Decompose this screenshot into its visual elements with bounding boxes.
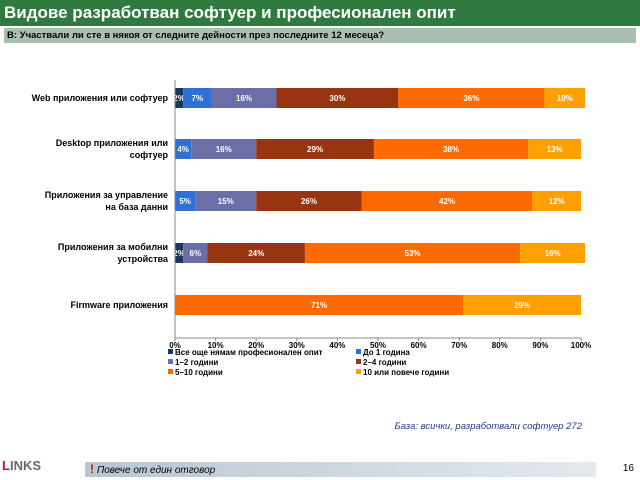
bar-segment <box>175 295 464 315</box>
bar-segment <box>175 191 196 211</box>
x-tick-label: 100% <box>571 341 591 350</box>
data-label: 16% <box>236 94 252 103</box>
stacked-bar-chart: Web приложения или софтуер Desktop прилож… <box>32 80 591 377</box>
legend-label: До 1 година <box>363 348 410 357</box>
legend-swatch <box>168 369 173 374</box>
x-tick-label: 50% <box>370 341 386 350</box>
footnote-bar: ! Повече от един отговор <box>85 462 596 477</box>
page-title: Видове разработван софтуер и професионал… <box>0 0 640 26</box>
data-label: 42% <box>439 197 455 206</box>
question-text: В: Участвали ли сте в някоя от следните … <box>4 28 636 43</box>
data-label: 2% <box>173 249 185 258</box>
bar-segment <box>211 88 277 108</box>
bar-segment <box>532 191 581 211</box>
bar-segment <box>544 88 586 108</box>
data-label: 13% <box>547 145 563 154</box>
exclamation-icon: ! <box>90 462 94 476</box>
x-tick-label: 80% <box>492 341 508 350</box>
bar-segment <box>398 88 545 108</box>
bar-segment <box>195 191 257 211</box>
bar-segment <box>256 139 374 159</box>
data-label: 10% <box>557 94 573 103</box>
category-label: Приложения за мобилни устройства <box>58 242 169 264</box>
category-label: Desktop приложения или софтуер <box>56 138 169 160</box>
data-label: 15% <box>218 197 234 206</box>
data-label: 12% <box>549 197 565 206</box>
data-label: 30% <box>329 94 345 103</box>
bar-segment <box>175 243 184 263</box>
x-tick-label: 0% <box>169 341 181 350</box>
legend-label: Все още нямам професионален опит <box>175 348 323 357</box>
category-label: Web приложения или софтуер <box>32 93 169 103</box>
bar-segment <box>528 139 581 159</box>
legend-label: 10 или повече години <box>363 368 449 377</box>
bar-segment <box>175 139 192 159</box>
data-label: 29% <box>307 145 323 154</box>
legend-swatch <box>168 359 173 364</box>
bar-segment <box>175 88 184 108</box>
category-label: Приложения за управление на база данни <box>45 190 168 212</box>
legend-swatch <box>356 349 361 354</box>
bar-segment <box>183 88 212 108</box>
data-label: 7% <box>192 94 204 103</box>
data-label: 24% <box>248 249 264 258</box>
data-label: 36% <box>463 94 479 103</box>
data-label: 16% <box>216 145 232 154</box>
legend-swatch <box>168 349 173 354</box>
footnote-text: Повече от един отговор <box>97 465 216 476</box>
data-label: 53% <box>405 249 421 258</box>
x-tick-label: 10% <box>208 341 224 350</box>
x-tick-label: 30% <box>289 341 305 350</box>
logo-text: INKS <box>9 458 42 473</box>
bar-segment <box>256 191 362 211</box>
bar-segment <box>373 139 529 159</box>
legend-swatch <box>356 369 361 374</box>
x-tick-label: 40% <box>329 341 345 350</box>
legend-label: 1–2 години <box>175 358 218 367</box>
x-tick-label: 70% <box>451 341 467 350</box>
legend-swatch <box>356 359 361 364</box>
x-tick-label: 90% <box>532 341 548 350</box>
legend-label: 5–10 години <box>175 368 223 377</box>
x-tick-label: 20% <box>248 341 264 350</box>
bar-segment <box>361 191 533 211</box>
x-tick-label: 60% <box>411 341 427 350</box>
data-label: 16% <box>545 249 561 258</box>
page-number: 16 <box>622 463 634 474</box>
bar-segment <box>463 295 581 315</box>
bar-segment <box>276 88 399 108</box>
data-label: 2% <box>173 94 185 103</box>
data-label: 5% <box>179 197 191 206</box>
logo-letter-l: L <box>2 458 10 473</box>
data-label: 38% <box>443 145 459 154</box>
bar-segment <box>207 243 305 263</box>
base-note: База: всички, разработвали софтуер 272 <box>394 421 582 432</box>
data-label: 29% <box>514 301 530 310</box>
data-label: 26% <box>301 197 317 206</box>
category-label: Firmware приложения <box>71 300 168 310</box>
data-label: 4% <box>177 145 189 154</box>
data-label: 6% <box>190 249 202 258</box>
bar-segment <box>191 139 257 159</box>
data-label: 71% <box>311 301 327 310</box>
bar-segment <box>183 243 208 263</box>
legend-label: 2–4 години <box>363 358 406 367</box>
bar-segment <box>520 243 586 263</box>
bar-segment <box>304 243 521 263</box>
links-logo: LINKS <box>2 458 41 473</box>
